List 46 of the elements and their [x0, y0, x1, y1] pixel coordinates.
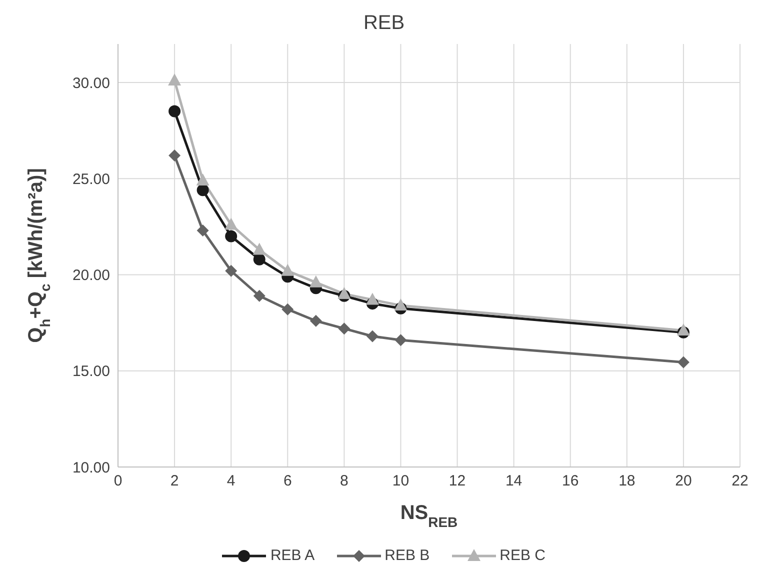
x-tick-label: 20: [675, 472, 692, 490]
point: [366, 330, 378, 342]
point: [309, 275, 322, 288]
point: [196, 174, 210, 186]
point: [677, 356, 690, 368]
x-tick-label: 8: [340, 472, 348, 490]
point: [281, 264, 294, 276]
point: [224, 218, 238, 230]
x-tick-label: 18: [618, 472, 636, 490]
y-tick-label: 25.00: [72, 170, 110, 188]
point: [676, 323, 690, 336]
point: [338, 322, 350, 335]
point: [196, 224, 209, 237]
x-tick-label: 2: [170, 472, 179, 490]
point: [366, 292, 379, 305]
point: [225, 264, 238, 277]
point: [196, 184, 209, 196]
x-tick-label: 0: [114, 472, 122, 490]
point: [168, 74, 182, 86]
y-tick-label: 20.00: [72, 267, 110, 284]
x-tick-label: 14: [505, 472, 522, 490]
legend-label: REB C: [498, 547, 546, 564]
y-tick-label: 10.00: [72, 459, 110, 476]
point: [168, 150, 181, 162]
legend-label: REB A: [269, 547, 315, 564]
chart-title: REB: [362, 11, 406, 36]
legend-label: REB B: [384, 547, 430, 564]
point: [168, 105, 181, 118]
point: [310, 314, 322, 327]
y-tick-label: 30.00: [72, 74, 110, 92]
x-tick-label: 12: [448, 472, 466, 490]
point: [394, 298, 408, 310]
point: [338, 286, 351, 299]
x-tick-label: 22: [732, 472, 748, 490]
x-tick-label: 6: [283, 472, 292, 490]
x-tick-label: 4: [226, 472, 236, 490]
point: [282, 303, 294, 316]
point: [394, 334, 407, 346]
point: [253, 253, 266, 266]
point: [225, 230, 238, 242]
point: [253, 290, 266, 302]
point: [252, 242, 266, 255]
x-tick-label: 10: [392, 472, 410, 490]
y-tick-label: 15.00: [72, 363, 110, 380]
x-axis-title: NS$_{REB}$: [400, 502, 458, 530]
x-tick-label: 16: [562, 472, 579, 490]
